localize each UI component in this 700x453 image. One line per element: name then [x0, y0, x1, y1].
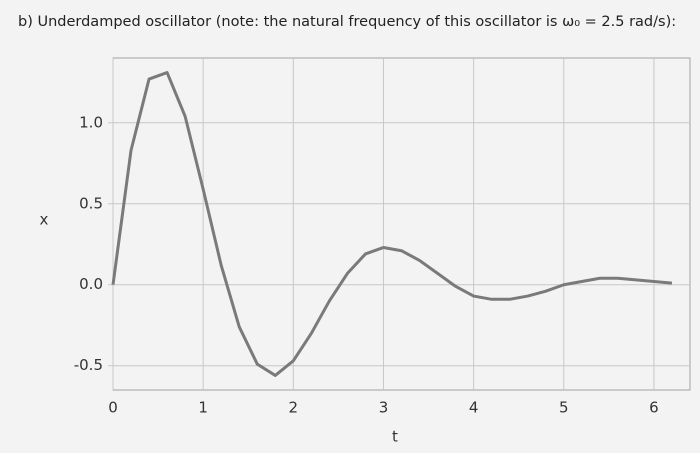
x-tick-label: 3	[379, 399, 389, 417]
x-tick-label: 5	[559, 399, 569, 417]
x-tick-label: 0	[108, 399, 118, 417]
x-tick-label: 2	[289, 399, 299, 417]
data-line	[111, 71, 673, 377]
x-tick-label: 4	[469, 399, 479, 417]
x-tick-label: 6	[649, 399, 659, 417]
y-tick-label: 0.5	[79, 194, 103, 212]
chart-title: b) Underdamped oscillator (note: the nat…	[18, 14, 676, 30]
y-tick-label: 1.0	[79, 113, 103, 131]
y-axis-label: x	[40, 211, 49, 229]
x-tick-label: 1	[198, 399, 208, 417]
plot-frame	[112, 57, 691, 391]
y-tick-label: -0.5	[74, 356, 103, 374]
y-tick-label: 0.0	[79, 275, 103, 293]
x-axis-label: t	[392, 428, 398, 446]
